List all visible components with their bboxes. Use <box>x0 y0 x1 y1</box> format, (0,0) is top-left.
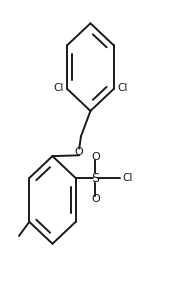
Text: S: S <box>92 172 100 185</box>
Text: Cl: Cl <box>122 173 133 183</box>
Text: Cl: Cl <box>53 83 64 93</box>
Text: O: O <box>91 152 100 162</box>
Text: O: O <box>91 194 100 204</box>
Text: Cl: Cl <box>117 83 127 93</box>
Text: O: O <box>75 147 84 157</box>
